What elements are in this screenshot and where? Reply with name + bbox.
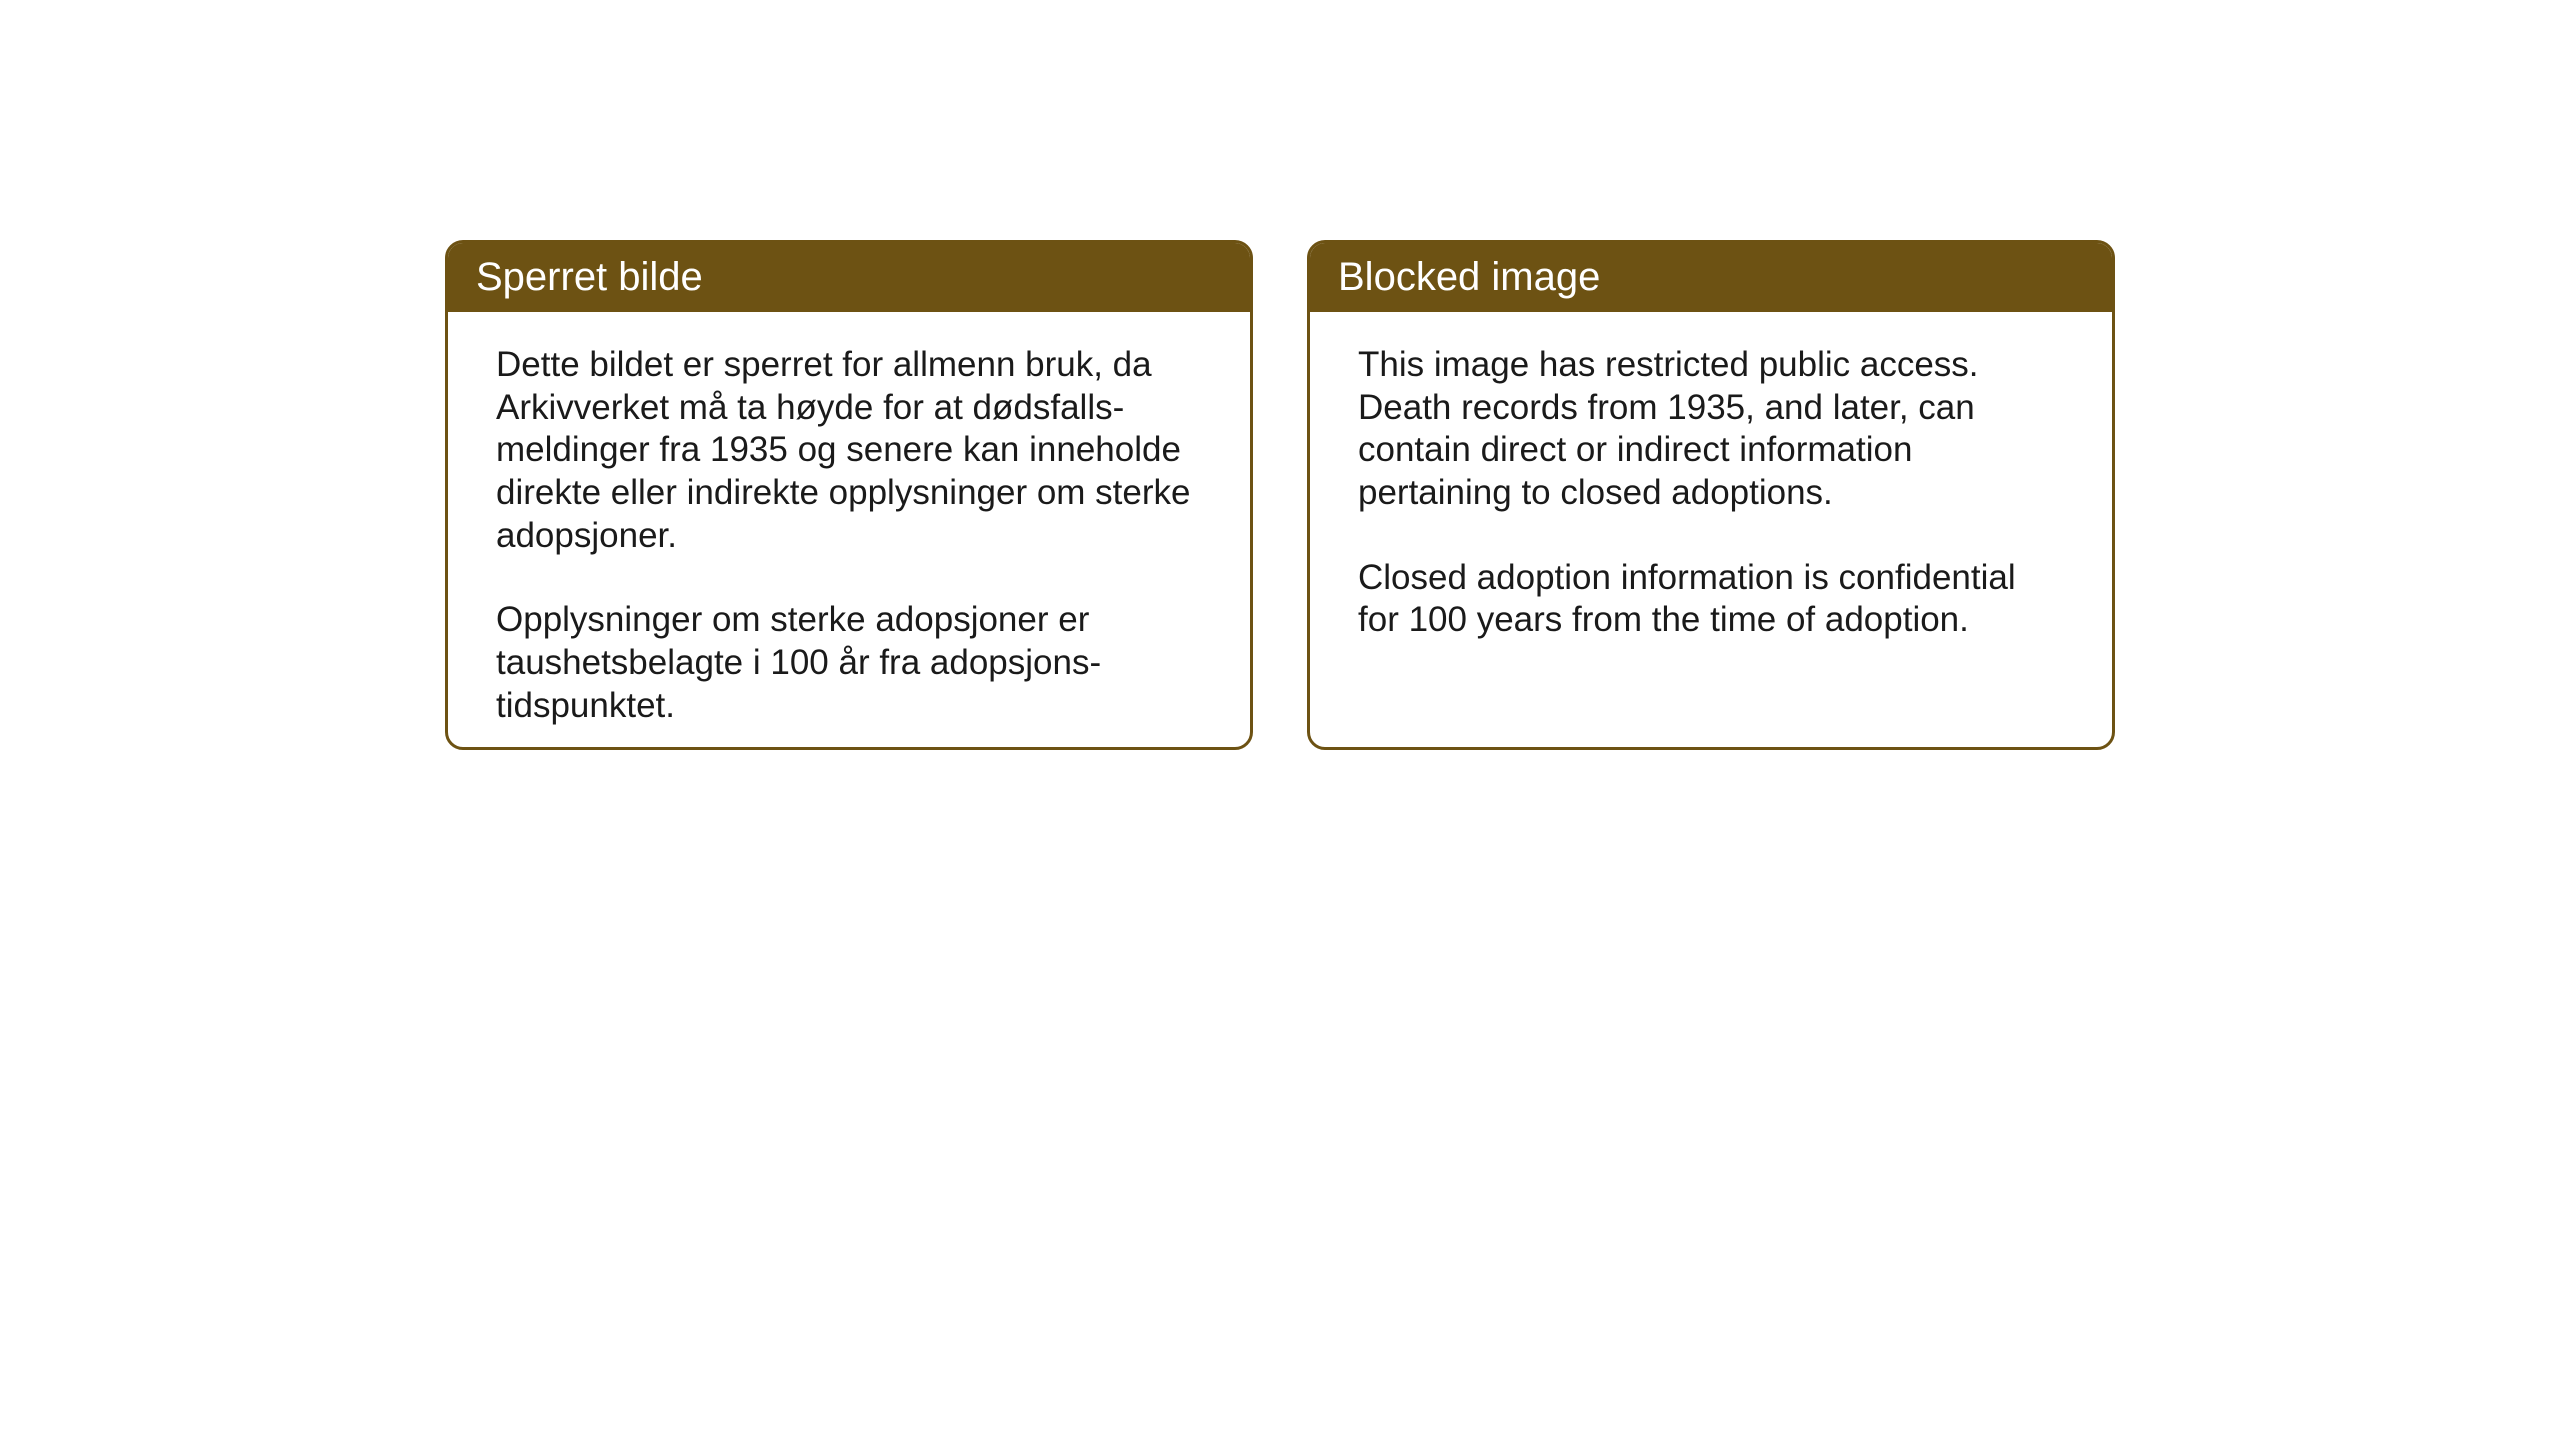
card-header-norwegian: Sperret bilde [448,243,1250,312]
card-english: Blocked image This image has restricted … [1307,240,2115,750]
card-title-english: Blocked image [1338,255,1600,299]
paragraph-1-english: This image has restricted public access.… [1358,344,2064,515]
card-norwegian: Sperret bilde Dette bildet er sperret fo… [445,240,1253,750]
paragraph-2-english: Closed adoption information is confident… [1358,557,2064,642]
card-body-norwegian: Dette bildet er sperret for allmenn bruk… [448,312,1250,750]
cards-container: Sperret bilde Dette bildet er sperret fo… [445,240,2115,750]
paragraph-1-norwegian: Dette bildet er sperret for allmenn bruk… [496,344,1202,557]
card-body-english: This image has restricted public access.… [1310,312,2112,674]
card-header-english: Blocked image [1310,243,2112,312]
paragraph-2-norwegian: Opplysninger om sterke adopsjoner er tau… [496,599,1202,727]
card-title-norwegian: Sperret bilde [476,255,703,299]
